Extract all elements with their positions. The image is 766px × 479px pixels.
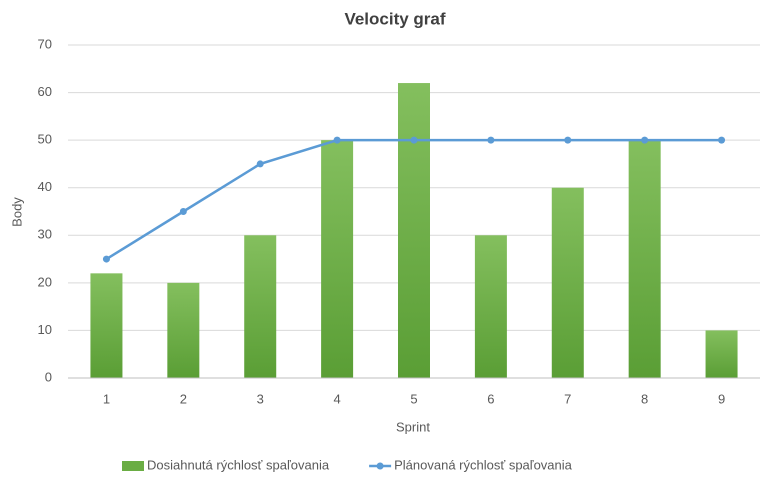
line-marker: [718, 136, 726, 144]
bar: [474, 235, 507, 378]
x-tick-label: 1: [103, 391, 110, 406]
line-marker: [410, 136, 418, 144]
line-marker: [179, 208, 187, 215]
x-tick-label: 5: [410, 391, 417, 406]
y-tick-label: 20: [38, 274, 52, 289]
line-marker: [333, 136, 341, 144]
x-axis-label: Sprint: [396, 419, 430, 434]
y-tick-label: 70: [38, 36, 52, 51]
y-axis-label: Body: [9, 197, 24, 227]
bar: [321, 140, 354, 378]
y-tick-label: 10: [38, 322, 52, 337]
legend-swatch: [122, 461, 144, 471]
x-tick-label: 4: [333, 391, 340, 406]
bar: [398, 83, 430, 379]
y-tick-label: 60: [38, 84, 52, 99]
x-tick-label: 8: [641, 391, 648, 406]
legend-label: Dosiahnutá rýchlosť spaľovania: [147, 457, 330, 472]
x-tick-label: 2: [180, 391, 187, 406]
bar: [244, 235, 277, 378]
line-marker: [641, 136, 649, 144]
chart-title: Velocity graf: [344, 9, 445, 28]
bar: [551, 187, 584, 378]
x-tick-label: 7: [564, 391, 571, 406]
y-tick-label: 40: [38, 179, 52, 194]
line-marker: [564, 136, 572, 144]
bar: [705, 330, 738, 378]
line-marker: [487, 136, 495, 144]
y-tick-label: 30: [38, 227, 52, 242]
line-marker: [256, 160, 264, 168]
bar: [167, 282, 200, 378]
x-tick-label: 3: [257, 391, 264, 406]
y-tick-label: 50: [38, 132, 52, 147]
bar: [628, 140, 661, 378]
x-tick-label: 9: [718, 391, 725, 406]
legend-label: Plánovaná rýchlosť spaľovania: [394, 457, 573, 472]
bar: [90, 273, 123, 378]
y-tick-label: 0: [45, 369, 52, 384]
line-marker: [102, 255, 110, 263]
legend-swatch: [376, 462, 384, 470]
x-tick-label: 6: [487, 391, 494, 406]
